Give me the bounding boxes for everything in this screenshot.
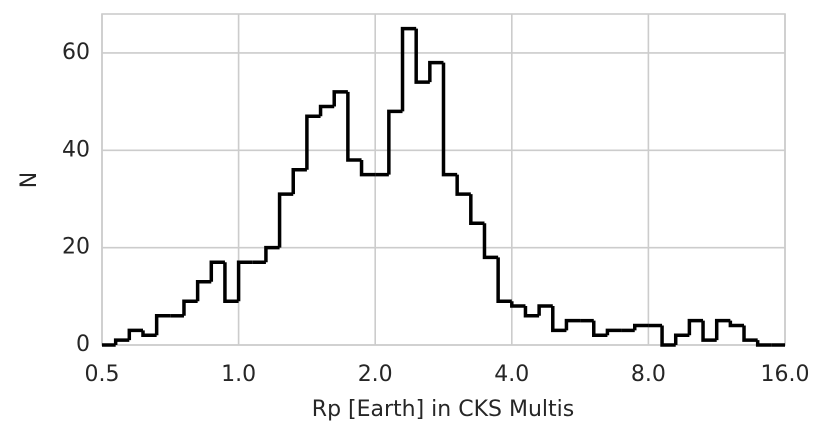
plot-frame [101,13,786,346]
histogram-step [209,260,225,282]
histogram-step [127,328,143,341]
histogram-step [755,340,772,347]
histogram-step [141,330,157,338]
histogram-step [742,325,758,342]
histogram-step [346,91,362,162]
y-tick-label: 40 [62,137,90,162]
histogram-step [632,323,649,331]
histogram-step [387,109,403,175]
x-axis-label: Rp [Earth] in CKS Multis [312,397,574,422]
histogram-step [523,306,540,318]
histogram-step [236,260,253,302]
histogram-step [277,192,294,248]
y-axis-label: N [17,172,42,188]
histogram-step [564,318,581,331]
histogram-step [182,299,198,316]
histogram-step [537,304,553,316]
x-tick-label: 8.0 [631,362,666,387]
histogram-step [469,194,485,226]
y-tick-label: 0 [76,332,90,357]
histogram-step [332,90,348,107]
histogram-step [305,114,321,170]
histogram-step [318,104,335,117]
x-tick-label: 4.0 [494,362,529,387]
histogram-step [687,318,704,336]
x-tick-label: 16.0 [761,362,810,387]
histogram-step [414,28,430,84]
histogram-step [482,223,499,260]
histogram-step [264,245,280,263]
histogram-step [113,338,130,345]
histogram-step [154,314,171,336]
histogram-step [291,168,307,195]
histogram-step [428,60,444,83]
histogram-step [660,325,676,347]
x-tick-label: 1.0 [221,362,256,387]
histogram-step [510,301,526,308]
histogram-step [592,320,608,338]
histogram-step [714,318,731,341]
y-tick-label: 60 [62,40,90,65]
x-tick-label: 0.5 [85,362,120,387]
histogram-step [728,320,745,328]
histogram-step [359,160,376,177]
histogram-step [441,62,458,177]
histogram-step [701,320,717,342]
histogram-step [551,306,567,333]
histogram-step [195,279,212,302]
y-tick-label: 20 [62,235,90,260]
histogram-step [673,333,690,345]
x-tick-label: 2.0 [358,362,393,387]
histogram-step [400,26,417,112]
histogram-step [496,257,512,303]
histogram-step [223,262,239,303]
histogram-step [455,174,471,196]
histogram-step [605,328,622,336]
